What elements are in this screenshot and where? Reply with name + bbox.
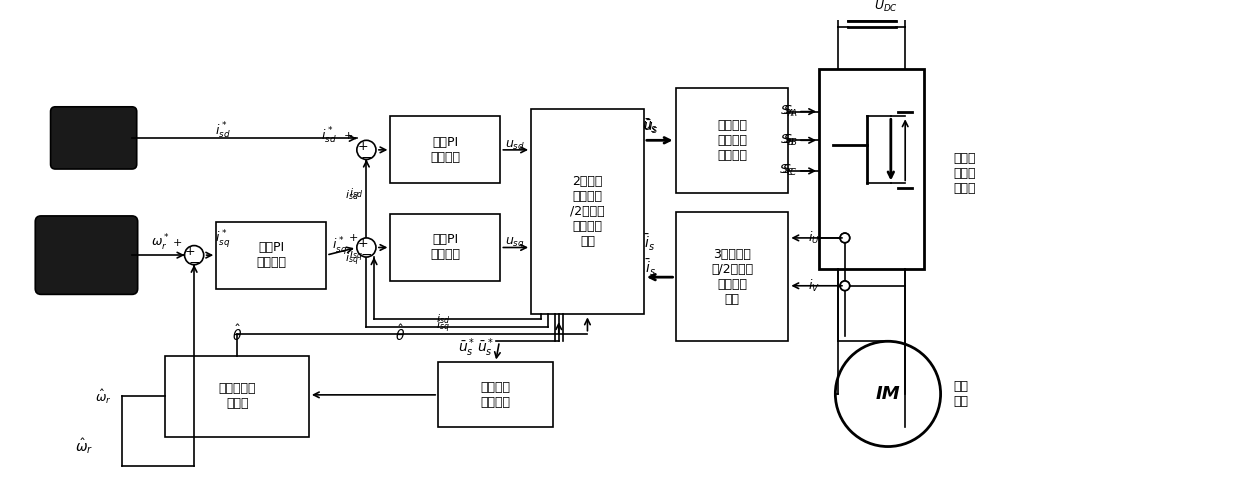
- Circle shape: [841, 233, 849, 243]
- Bar: [438, 362, 553, 427]
- Text: $S_B$: $S_B$: [782, 133, 799, 148]
- Text: $\bar{u}_s$: $\bar{u}_s$: [642, 117, 657, 135]
- Text: $S_C$: $S_C$: [779, 164, 795, 178]
- Text: $u_{sq}$: $u_{sq}$: [505, 235, 525, 250]
- Text: $S_B$: $S_B$: [780, 133, 795, 148]
- Text: +: +: [174, 238, 182, 247]
- Text: $i_{sq}$: $i_{sq}$: [345, 252, 358, 268]
- Text: 虚拟电压
注入模块: 虚拟电压 注入模块: [481, 381, 511, 409]
- Text: +: +: [357, 237, 368, 250]
- Text: +: +: [357, 139, 368, 153]
- Text: 三相电
压源型
逆变器: 三相电 压源型 逆变器: [954, 152, 976, 195]
- Circle shape: [836, 341, 941, 446]
- Circle shape: [841, 281, 849, 291]
- Circle shape: [841, 281, 849, 291]
- Bar: [676, 88, 789, 193]
- Text: $i_{sd}$: $i_{sd}$: [436, 312, 450, 326]
- Text: +: +: [350, 233, 358, 243]
- Text: $i_{sq}$: $i_{sq}$: [348, 248, 363, 264]
- Text: 电流PI
调节模块: 电流PI 调节模块: [430, 234, 460, 262]
- Text: $i_{sd}$: $i_{sd}$: [348, 186, 363, 200]
- Text: $\bar{u}_s^*$: $\bar{u}_s^*$: [477, 337, 495, 359]
- Text: 磁链和转速
观测器: 磁链和转速 观测器: [218, 382, 255, 410]
- Text: 电压空间
矢量脉宽
调制模块: 电压空间 矢量脉宽 调制模块: [717, 119, 746, 162]
- Text: $-$: $-$: [361, 247, 372, 261]
- Text: $\omega_r^*$: $\omega_r^*$: [151, 233, 170, 253]
- Text: $-$: $-$: [188, 255, 200, 269]
- Text: $\hat{\theta}$: $\hat{\theta}$: [394, 324, 405, 344]
- Text: $S_A$: $S_A$: [780, 104, 795, 119]
- Text: $\bar{u}_s^*$: $\bar{u}_s^*$: [459, 337, 476, 359]
- Text: $i_V$: $i_V$: [807, 278, 820, 294]
- Text: $i_U$: $i_U$: [807, 230, 820, 246]
- FancyBboxPatch shape: [35, 216, 138, 295]
- Text: 3相静止坐
标/2相静止
坐标变换
模块: 3相静止坐 标/2相静止 坐标变换 模块: [711, 247, 753, 306]
- Bar: [531, 109, 644, 314]
- Text: +: +: [343, 131, 353, 140]
- Text: $S_C$: $S_C$: [782, 164, 799, 178]
- Text: $U_{DC}$: $U_{DC}$: [874, 0, 898, 14]
- Text: $u_{sd}$: $u_{sd}$: [505, 138, 525, 152]
- Text: +: +: [185, 245, 196, 258]
- Text: IM: IM: [875, 385, 900, 403]
- Bar: [820, 69, 924, 270]
- Text: 电流PI
调节模块: 电流PI 调节模块: [430, 136, 460, 164]
- Text: $\bar{i}_s$: $\bar{i}_s$: [645, 257, 656, 278]
- Text: 2相同步
旋转坐标
/2相静止
坐标变换
模块: 2相同步 旋转坐标 /2相静止 坐标变换 模块: [570, 175, 605, 248]
- Circle shape: [185, 246, 203, 265]
- Text: 感应
电机: 感应 电机: [954, 380, 968, 408]
- Text: $i_{sq}^*$: $i_{sq}^*$: [332, 235, 347, 257]
- Text: $i_{sq}$: $i_{sq}$: [436, 319, 450, 335]
- Bar: [676, 212, 789, 341]
- Bar: [165, 355, 309, 437]
- Text: $\bar{i}_s$: $\bar{i}_s$: [645, 233, 655, 253]
- Text: $i_{sd}^*$: $i_{sd}^*$: [321, 125, 337, 146]
- Circle shape: [357, 238, 376, 257]
- Text: $i_{sd}$: $i_{sd}$: [345, 188, 360, 202]
- FancyBboxPatch shape: [51, 107, 136, 169]
- Text: $i_{sq}^*$: $i_{sq}^*$: [216, 228, 231, 250]
- Text: $\hat{\omega}_r$: $\hat{\omega}_r$: [74, 436, 93, 456]
- Text: $S_A$: $S_A$: [782, 104, 799, 119]
- Text: $\bar{u}_s$: $\bar{u}_s$: [642, 119, 658, 136]
- Text: $-$: $-$: [361, 150, 372, 164]
- Bar: [391, 214, 501, 281]
- Bar: [216, 221, 326, 289]
- Circle shape: [841, 233, 849, 243]
- Text: 转速PI
调节模块: 转速PI 调节模块: [257, 241, 286, 269]
- Text: $\hat{\theta}$: $\hat{\theta}$: [232, 324, 242, 344]
- Text: $i_{sd}^*$: $i_{sd}^*$: [215, 121, 231, 141]
- Text: $\hat{\omega}_r$: $\hat{\omega}_r$: [95, 388, 112, 406]
- Bar: [391, 116, 501, 183]
- Circle shape: [357, 140, 376, 160]
